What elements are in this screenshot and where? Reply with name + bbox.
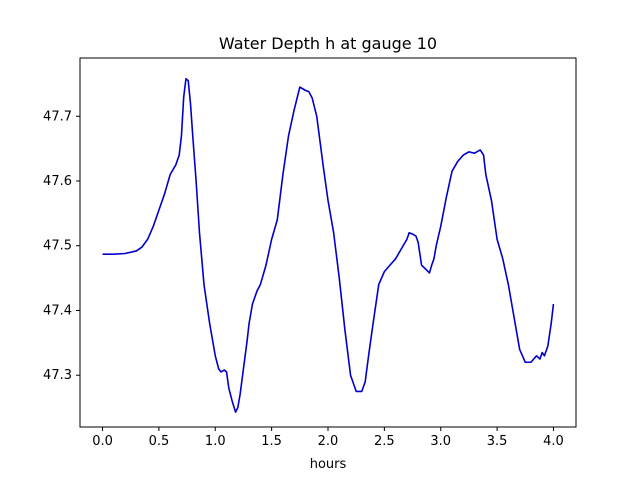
x-tick-label: 0.0 [92, 434, 113, 449]
y-tick-label: 47.7 [43, 109, 72, 124]
x-axis-label: hours [310, 457, 347, 472]
x-tick-label: 1.0 [205, 434, 226, 449]
series-line [102, 77, 555, 413]
x-tick-label: 4.0 [543, 434, 564, 449]
y-tick-label: 47.5 [43, 239, 72, 254]
chart-title: Water Depth h at gauge 10 [219, 34, 437, 53]
x-tick-label: 3.5 [487, 434, 508, 449]
x-tick-label: 1.5 [261, 434, 282, 449]
x-tick-label: 0.5 [149, 434, 170, 449]
x-tick-label: 2.5 [374, 434, 395, 449]
plot-area [79, 57, 577, 428]
y-tick-label: 47.6 [43, 174, 72, 189]
y-tick-label: 47.4 [43, 303, 72, 318]
x-axis-ticks: 0.0 0.5 1.0 1.5 2.0 2.5 3.0 3.5 4.0 [92, 427, 564, 449]
y-tick-label: 47.3 [43, 368, 72, 383]
x-tick-label: 2.0 [318, 434, 339, 449]
y-axis-ticks: 47.3 47.4 47.5 47.6 47.7 [43, 109, 80, 383]
x-tick-label: 3.0 [430, 434, 451, 449]
series-layer [102, 77, 555, 413]
